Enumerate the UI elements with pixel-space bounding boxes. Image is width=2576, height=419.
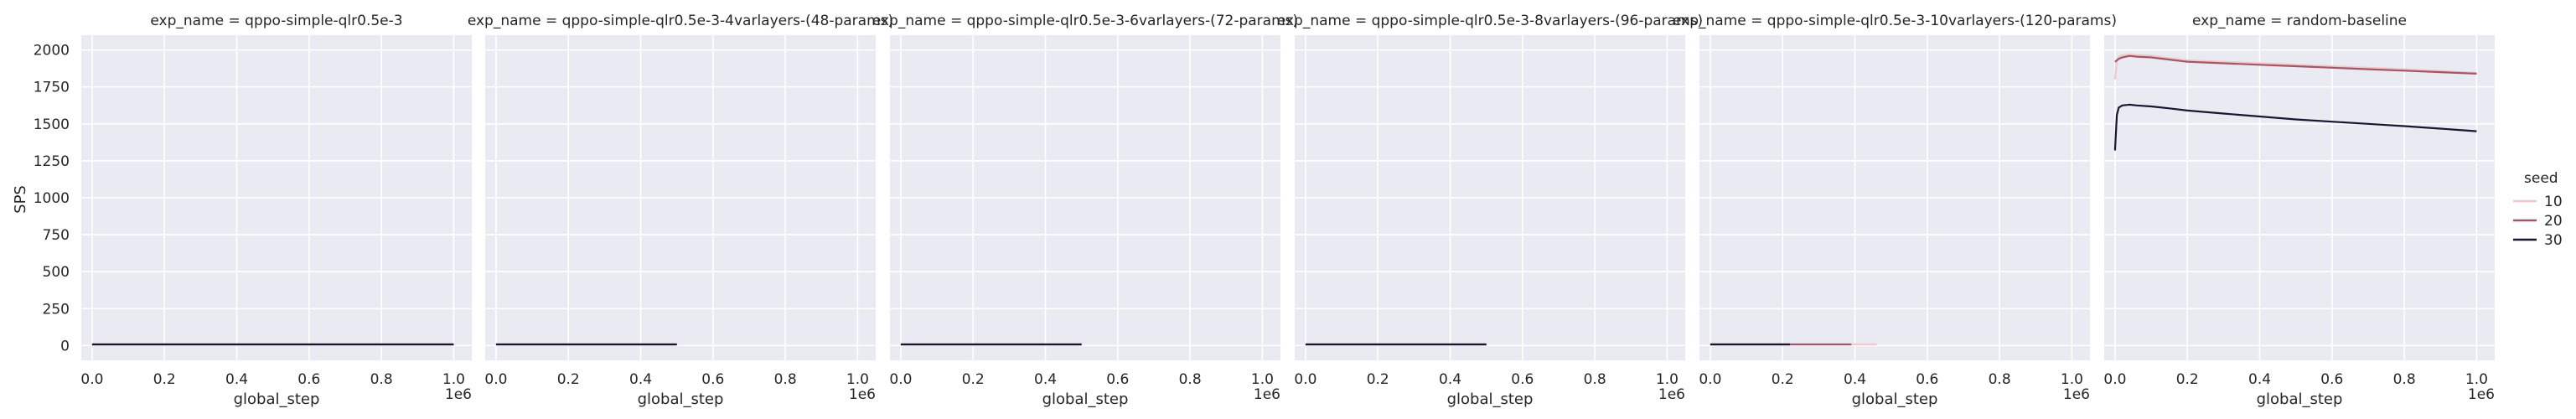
x-tick-label: 0.6 [1916,371,1938,388]
x-tick-label: 0.2 [1772,371,1794,388]
series-line-seed-20 [2114,54,2477,75]
x-tick-label: 0.2 [557,371,580,388]
y-tick-label: 750 [43,227,70,244]
y-tick-label: 1000 [34,190,70,207]
x-tick-label: 0.6 [1106,371,1129,388]
legend-label-seed-20: 20 [2544,213,2563,230]
x-tick-label: 0.6 [2320,371,2343,388]
x-tick-label: 0.0 [80,371,103,388]
x-tick-label: 0.8 [370,371,393,388]
legend-label-seed-10: 10 [2544,194,2563,210]
x-offset-label: 1e6 [849,386,876,403]
y-tick-label: 500 [43,264,70,281]
y-tick-label: 250 [43,301,70,318]
x-offset-label: 1e6 [2468,386,2495,403]
x-tick-label: 0.0 [889,371,912,388]
x-tick-label: 0.8 [1179,371,1202,388]
x-axis-label: global_step [1042,391,1129,408]
series-line-seed-30 [2113,103,2477,151]
x-tick-label: 0.4 [225,371,248,388]
x-tick-label: 0.4 [1034,371,1057,388]
x-tick-label: 0.8 [1989,371,2011,388]
x-offset-label: 1e6 [2063,386,2090,403]
y-tick-label: 1250 [34,153,70,170]
x-tick-label: 0.4 [1844,371,1866,388]
panels: exp_name = qppo-simple-qlr0.5e-3 0.0 0.2 0.… [34,13,2495,408]
x-tick-label: 1.0 [442,371,465,388]
facet-panel: exp_name = qppo-simple-qlr0.5e-3 0.0 0.2 0.… [34,13,472,408]
x-axis-label: global_step [2257,391,2343,408]
x-tick-label: 0.0 [1294,371,1316,388]
x-tick-label: 0.8 [1584,371,1606,388]
series-line-seed-10 [2113,53,2477,80]
panel-title: exp_name = qppo-simple-qlr0.5e-3-10varla… [1673,13,2117,29]
x-tick-label: 0.8 [2393,371,2416,388]
y-tick-label: 0 [60,338,70,354]
x-tick-label: 1.0 [2465,371,2488,388]
facet-panel: exp_name = qppo-simple-qlr0.5e-3-4varlay… [468,13,893,408]
x-axis-label: global_step [234,391,320,408]
x-tick-label: 0.4 [629,371,652,388]
x-tick-label: 0.6 [1511,371,1534,388]
x-axis-label: global_step [638,391,724,408]
facet-panel: exp_name = random-baseline 0.0 0.2 0.4 0.6 0.… [2103,13,2495,408]
legend-title: seed [2524,170,2558,187]
x-offset-label: 1e6 [445,386,472,403]
panel-title: exp_name = qppo-simple-qlr0.5e-3 [150,13,402,29]
y-axis-label: SPS [12,185,29,214]
x-tick-label: 0.6 [297,371,320,388]
x-axis-label: global_step [1852,391,1938,408]
y-tick-label: 2000 [34,43,70,59]
x-tick-label: 1.0 [1251,371,1274,388]
x-tick-label: 0.2 [153,371,176,388]
panel-title: exp_name = qppo-simple-qlr0.5e-3-4varlay… [468,13,893,29]
x-tick-label: 0.0 [1699,371,1721,388]
panel-title: exp_name = qppo-simple-qlr0.5e-3-6varlay… [872,13,1298,29]
facet-panel: exp_name = qppo-simple-qlr0.5e-3-8varlay… [1277,13,1703,408]
x-tick-label: 0.8 [774,371,797,388]
x-tick-label: 0.6 [701,371,724,388]
facet-panel: exp_name = qppo-simple-qlr0.5e-3-10varla… [1673,13,2117,408]
y-tick-label: 1750 [34,80,70,96]
x-tick-label: 0.4 [2248,371,2271,388]
x-offset-label: 1e6 [1658,386,1685,403]
x-tick-label: 0.2 [962,371,985,388]
x-offset-label: 1e6 [1254,386,1280,403]
x-tick-label: 0.0 [2103,371,2126,388]
legend: seed 10 20 30 [2513,170,2563,249]
legend-label-seed-30: 30 [2544,232,2563,249]
x-tick-label: 0.2 [2176,371,2199,388]
x-tick-label: 0.4 [1439,371,1461,388]
x-tick-label: 1.0 [2061,371,2083,388]
x-tick-label: 0.0 [484,371,507,388]
y-tick-label: 1500 [34,116,70,133]
x-tick-label: 0.2 [1367,371,1389,388]
panel-title: exp_name = random-baseline [2192,13,2407,29]
x-axis-label: global_step [1447,391,1534,408]
x-tick-label: 1.0 [846,371,869,388]
facet-panel: exp_name = qppo-simple-qlr0.5e-3-6varlay… [872,13,1298,408]
panel-title: exp_name = qppo-simple-qlr0.5e-3-8varlay… [1277,13,1703,29]
x-tick-label: 1.0 [1656,371,1679,388]
